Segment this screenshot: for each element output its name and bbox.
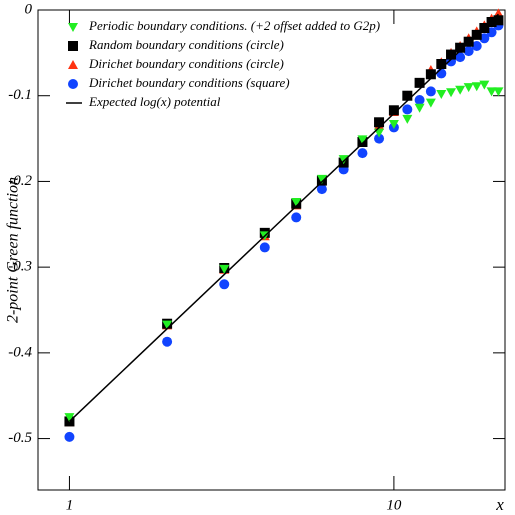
- marker-circle: [455, 52, 466, 63]
- y-tick-label: -0.3: [8, 259, 32, 275]
- marker-triangle-down: [436, 90, 447, 99]
- marker-triangle-down: [357, 135, 368, 145]
- legend-label: Expected log(x) potential: [88, 94, 221, 109]
- marker-triangle-down: [219, 264, 230, 274]
- marker-triangle-down: [414, 103, 425, 113]
- marker-triangle-down: [425, 98, 436, 108]
- marker-circle: [436, 68, 447, 79]
- marker-triangle-down: [68, 23, 78, 32]
- marker-circle: [414, 95, 425, 105]
- marker-square: [374, 117, 385, 128]
- marker-circle: [425, 86, 436, 97]
- marker-square: [493, 15, 504, 26]
- y-tick-label: -0.2: [8, 173, 32, 189]
- y-axis-label: 2-point Green function: [5, 177, 22, 323]
- marker-triangle-down: [446, 88, 457, 98]
- marker-circle: [291, 212, 302, 223]
- y-tick-label: -0.1: [8, 87, 32, 103]
- marker-circle: [64, 431, 75, 442]
- marker-square: [455, 42, 466, 53]
- x-tick-label: 1: [66, 497, 74, 513]
- marker-circle: [162, 336, 173, 347]
- marker-triangle-down: [402, 114, 413, 124]
- marker-circle: [479, 33, 490, 44]
- marker-triangle-down: [162, 320, 173, 330]
- marker-square: [425, 69, 436, 80]
- legend-label: Random boundary conditions (circle): [88, 37, 284, 52]
- marker-triangle-down: [291, 198, 302, 207]
- legend-label: Periodic boundary conditions. (+2 offset…: [88, 18, 380, 33]
- plot-frame: [37, 9, 506, 491]
- marker-circle: [219, 279, 230, 290]
- expected-line: [68, 13, 499, 422]
- marker-square: [446, 49, 457, 60]
- legend-label: Dirichet boundary conditions (square): [88, 75, 290, 90]
- y-tick-label: 0: [25, 1, 33, 17]
- y-tick-label: -0.5: [8, 430, 32, 446]
- marker-circle: [357, 148, 368, 159]
- marker-circle: [316, 184, 327, 195]
- marker-triangle-down: [338, 155, 349, 165]
- marker-triangle-up: [493, 8, 504, 18]
- marker-triangle-down: [388, 120, 399, 129]
- legend-label: Dirichet boundary conditions (circle): [88, 56, 284, 71]
- marker-circle: [471, 41, 482, 51]
- marker-triangle-down: [493, 87, 504, 97]
- marker-square: [486, 17, 497, 27]
- marker-square: [402, 90, 413, 101]
- marker-triangle-down: [486, 87, 497, 97]
- marker-triangle-up: [68, 60, 78, 69]
- marker-triangle-down: [479, 80, 490, 90]
- marker-triangle-down: [64, 413, 75, 423]
- marker-triangle-down: [463, 83, 474, 93]
- marker-circle: [68, 79, 78, 89]
- marker-circle: [259, 242, 270, 253]
- y-tick-label: -0.4: [8, 344, 32, 360]
- marker-square: [68, 41, 78, 51]
- marker-square: [388, 105, 399, 116]
- marker-square: [436, 59, 447, 69]
- marker-circle: [463, 46, 474, 57]
- x-axis-label: x: [495, 495, 504, 514]
- marker-circle: [402, 104, 413, 115]
- marker-triangle-down: [316, 174, 327, 184]
- marker-triangle-down: [471, 82, 482, 92]
- marker-circle: [374, 133, 385, 144]
- marker-triangle-down: [455, 85, 466, 95]
- x-tick-label: 10: [386, 497, 402, 513]
- marker-square: [414, 77, 425, 88]
